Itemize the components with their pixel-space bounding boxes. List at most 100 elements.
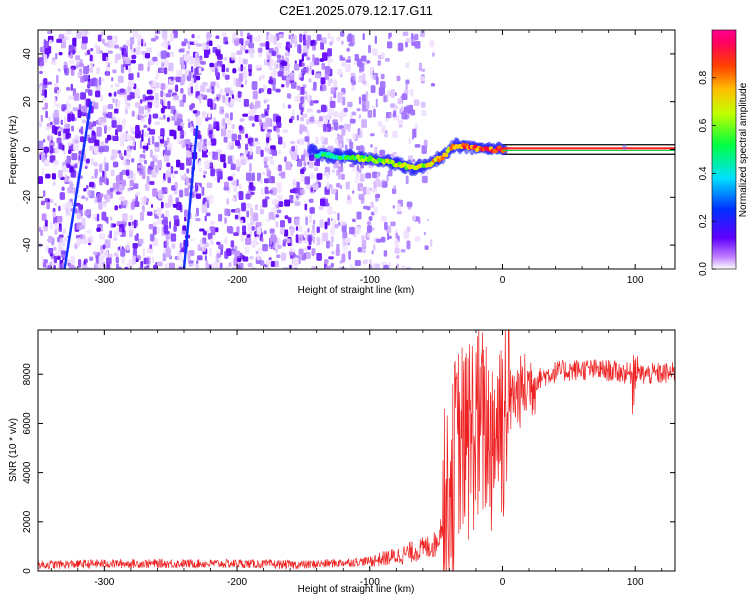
noise-blob (267, 104, 270, 110)
noise-blob (65, 133, 71, 139)
noise-blob (345, 64, 351, 72)
noise-blob (44, 102, 48, 110)
noise-blob (221, 64, 226, 73)
noise-blob (362, 33, 365, 41)
noise-blob (212, 151, 218, 160)
noise-blob (342, 245, 348, 254)
noise-blob (341, 96, 346, 106)
noise-blob (244, 149, 248, 155)
noise-blob (284, 199, 290, 207)
noise-blob (168, 62, 174, 72)
noise-blob (255, 141, 260, 145)
noise-blob (349, 118, 356, 124)
noise-blob (213, 117, 216, 122)
noise-blob (173, 225, 177, 232)
noise-blob (396, 255, 400, 259)
noise-blob (374, 35, 377, 44)
noise-blob (112, 112, 115, 118)
colorbar: 0.00.20.40.60.8 Normalized spectral ampl… (698, 29, 749, 276)
noise-blob (244, 79, 248, 85)
noise-blob (196, 207, 199, 217)
noise-blob (116, 263, 119, 269)
noise-blob (258, 247, 262, 254)
noise-blob (156, 226, 160, 234)
noise-blob (331, 188, 337, 195)
noise-blob (175, 84, 179, 92)
noise-blob (179, 129, 185, 139)
noise-blob (86, 49, 91, 55)
noise-blob (375, 76, 379, 85)
noise-blob (151, 38, 157, 42)
noise-blob (146, 89, 153, 95)
noise-blob (356, 171, 359, 178)
noise-blob (230, 163, 236, 170)
noise-blob (261, 188, 264, 196)
noise-blob (230, 98, 235, 106)
noise-blob (347, 194, 351, 201)
noise-blob (328, 256, 334, 260)
noise-blob (202, 149, 208, 158)
noise-blob (324, 259, 329, 264)
noise-blob (51, 173, 56, 180)
noise-blob (317, 121, 323, 127)
noise-blob (75, 64, 79, 69)
noise-blob (356, 164, 360, 173)
noise-blob (144, 53, 150, 59)
noise-blob (307, 227, 310, 233)
colorbar-label: Normalized spectral amplitude (738, 82, 749, 217)
noise-blob (315, 136, 319, 145)
noise-blob (63, 149, 66, 155)
noise-blob (234, 250, 241, 259)
noise-blob (48, 235, 53, 243)
noise-blob (364, 259, 369, 263)
noise-blob (358, 168, 362, 174)
noise-blob (191, 66, 194, 73)
noise-blob (302, 113, 308, 118)
noise-blob (162, 179, 165, 184)
noise-blob (160, 43, 165, 46)
noise-blob (153, 264, 158, 269)
noise-blob (363, 205, 368, 210)
noise-blob (197, 141, 203, 149)
noise-blob (88, 89, 93, 96)
noise-blob (179, 189, 184, 198)
noise-blob (191, 34, 195, 39)
noise-blob (253, 237, 257, 246)
noise-blob (227, 117, 231, 126)
noise-blob (313, 236, 315, 244)
noise-blob (321, 62, 325, 70)
noise-blob (116, 181, 120, 189)
noise-blob (361, 55, 367, 62)
noise-blob (147, 167, 153, 175)
noise-blob (58, 170, 63, 178)
noise-blob (204, 215, 207, 222)
noise-blob (202, 237, 207, 244)
noise-blob (321, 37, 327, 44)
noise-blob (294, 201, 301, 206)
noise-blob (287, 217, 292, 224)
noise-blob (201, 111, 207, 118)
noise-blob (280, 171, 286, 179)
snr-xtick-label: -300 (94, 577, 114, 588)
noise-blob (295, 234, 299, 243)
noise-blob (352, 190, 355, 194)
noise-blob (140, 261, 144, 269)
noise-blob (144, 266, 150, 269)
spectrogram-ytick-label: -20 (22, 190, 33, 205)
noise-blob (54, 202, 57, 206)
noise-blob (96, 126, 102, 135)
noise-blob (70, 256, 75, 265)
noise-blob (125, 130, 128, 134)
noise-blob (272, 85, 276, 91)
noise-blob (268, 79, 274, 84)
noise-blob (422, 175, 428, 184)
noise-blob (296, 181, 300, 189)
noise-blob (330, 240, 333, 247)
noise-blob (335, 192, 338, 201)
noise-blob (124, 150, 127, 156)
noise-blob (133, 183, 139, 189)
noise-blob (277, 194, 283, 203)
